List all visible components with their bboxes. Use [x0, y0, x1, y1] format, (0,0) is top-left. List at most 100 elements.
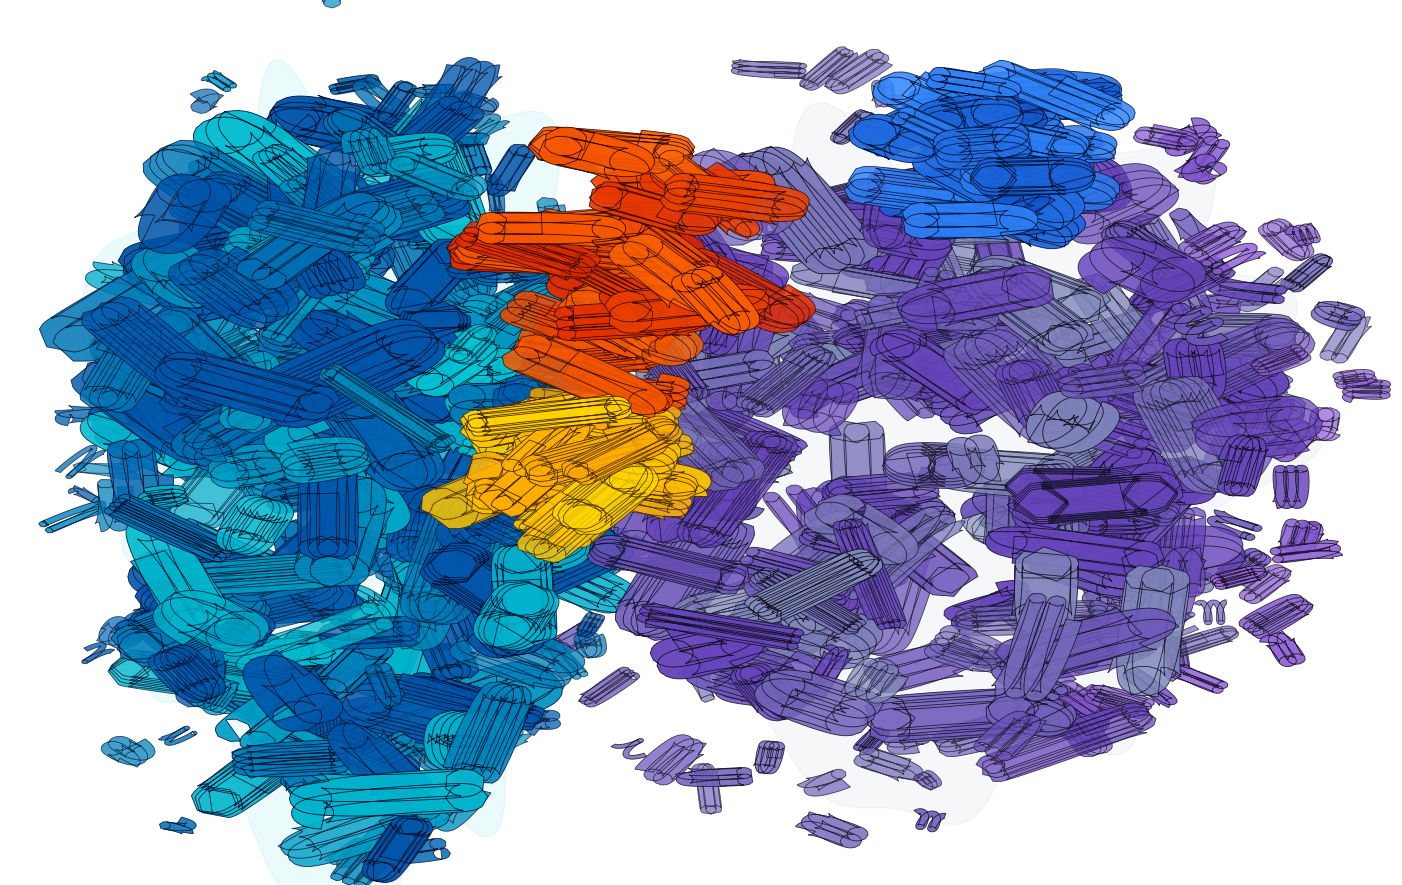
Polygon shape	[464, 706, 524, 748]
Polygon shape	[583, 328, 763, 369]
Polygon shape	[824, 50, 893, 94]
Polygon shape	[966, 182, 1056, 234]
Polygon shape	[328, 304, 391, 360]
Polygon shape	[123, 573, 264, 638]
Polygon shape	[799, 526, 911, 568]
Polygon shape	[995, 608, 1179, 680]
Polygon shape	[394, 375, 506, 462]
Polygon shape	[1164, 337, 1227, 404]
Polygon shape	[386, 239, 482, 318]
Polygon shape	[925, 173, 1098, 239]
Polygon shape	[128, 550, 269, 620]
Polygon shape	[833, 308, 967, 357]
Polygon shape	[879, 185, 1032, 235]
Polygon shape	[523, 307, 607, 379]
Polygon shape	[896, 176, 988, 220]
Polygon shape	[1165, 636, 1189, 672]
Polygon shape	[322, 107, 414, 167]
Polygon shape	[491, 203, 676, 256]
Polygon shape	[465, 501, 565, 555]
Polygon shape	[916, 94, 1023, 143]
Polygon shape	[213, 219, 342, 302]
Polygon shape	[1260, 631, 1305, 666]
Polygon shape	[927, 165, 1026, 219]
Polygon shape	[158, 726, 198, 745]
Polygon shape	[370, 107, 414, 135]
Polygon shape	[341, 127, 398, 175]
Polygon shape	[677, 666, 715, 703]
Polygon shape	[1251, 344, 1311, 376]
Polygon shape	[329, 74, 381, 95]
Polygon shape	[503, 297, 718, 364]
Polygon shape	[920, 126, 1105, 192]
Polygon shape	[482, 443, 580, 559]
Polygon shape	[283, 755, 360, 816]
Polygon shape	[1070, 273, 1168, 362]
Polygon shape	[215, 216, 283, 265]
Polygon shape	[545, 103, 1325, 824]
Polygon shape	[976, 703, 1157, 781]
Polygon shape	[635, 735, 707, 785]
Polygon shape	[147, 312, 209, 359]
Polygon shape	[237, 193, 386, 289]
Polygon shape	[604, 224, 789, 303]
Polygon shape	[426, 717, 479, 760]
Polygon shape	[458, 530, 637, 614]
Polygon shape	[297, 143, 363, 254]
Polygon shape	[848, 363, 939, 402]
Polygon shape	[374, 512, 538, 607]
Polygon shape	[1019, 132, 1117, 165]
Polygon shape	[163, 326, 266, 384]
Polygon shape	[760, 304, 836, 367]
Polygon shape	[872, 72, 979, 126]
Polygon shape	[872, 80, 903, 107]
Polygon shape	[798, 769, 851, 796]
Polygon shape	[279, 437, 372, 483]
Polygon shape	[362, 816, 433, 882]
Polygon shape	[583, 211, 624, 238]
Polygon shape	[615, 244, 649, 271]
Polygon shape	[569, 348, 638, 427]
Polygon shape	[450, 91, 499, 114]
Polygon shape	[143, 141, 332, 257]
Polygon shape	[479, 259, 606, 327]
Polygon shape	[1267, 439, 1302, 456]
Polygon shape	[308, 0, 341, 8]
Polygon shape	[855, 340, 948, 421]
Polygon shape	[547, 253, 652, 304]
Polygon shape	[850, 217, 1012, 276]
Polygon shape	[927, 335, 1108, 434]
Polygon shape	[519, 209, 606, 272]
Polygon shape	[991, 657, 1068, 706]
Polygon shape	[944, 581, 1042, 630]
Polygon shape	[773, 333, 934, 419]
Polygon shape	[425, 780, 491, 831]
Polygon shape	[104, 494, 236, 563]
Polygon shape	[613, 389, 680, 427]
Polygon shape	[1032, 498, 1087, 551]
Polygon shape	[1124, 330, 1214, 388]
Polygon shape	[1011, 547, 1078, 637]
Polygon shape	[139, 485, 189, 510]
Polygon shape	[370, 149, 461, 242]
Polygon shape	[869, 330, 1005, 415]
Polygon shape	[914, 809, 946, 832]
Polygon shape	[991, 594, 1082, 701]
Polygon shape	[611, 739, 646, 759]
Polygon shape	[168, 246, 299, 329]
Polygon shape	[575, 353, 608, 397]
Polygon shape	[278, 789, 450, 866]
Polygon shape	[608, 234, 736, 316]
Polygon shape	[655, 391, 808, 467]
Polygon shape	[153, 590, 269, 653]
Polygon shape	[115, 613, 168, 646]
Polygon shape	[582, 228, 621, 248]
Polygon shape	[398, 493, 509, 625]
Polygon shape	[446, 254, 512, 279]
Polygon shape	[885, 733, 931, 754]
Polygon shape	[914, 771, 942, 790]
Polygon shape	[1056, 364, 1109, 415]
Polygon shape	[390, 242, 501, 352]
Polygon shape	[160, 636, 336, 673]
Polygon shape	[388, 774, 425, 798]
